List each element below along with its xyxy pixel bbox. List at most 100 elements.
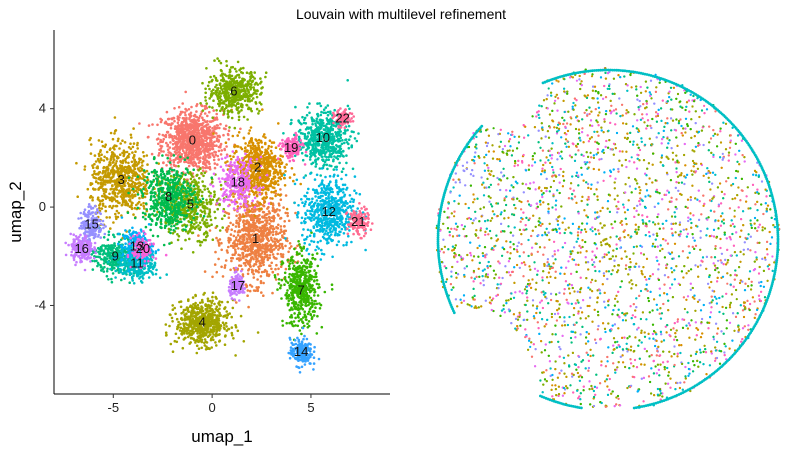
umap-point: [276, 213, 280, 216]
umap-point: [284, 267, 288, 271]
umap-point: [200, 346, 203, 350]
umap-point: [252, 272, 255, 276]
umap-point: [235, 301, 238, 304]
umap-point: [218, 238, 222, 241]
umap-point: [256, 83, 260, 86]
umap-point: [100, 140, 104, 143]
umap-point: [89, 152, 93, 155]
umap-point: [229, 74, 232, 78]
umap-point: [201, 301, 204, 304]
umap-point: [298, 329, 302, 332]
umap-point: [273, 237, 276, 240]
umap-point: [216, 154, 220, 158]
umap-point: [217, 59, 221, 63]
umap-point: [202, 139, 205, 142]
umap-point: [206, 234, 209, 237]
umap-point: [305, 318, 308, 322]
umap-point: [258, 226, 262, 229]
umap-point: [204, 87, 207, 91]
umap-point: [200, 104, 204, 108]
umap-point: [264, 141, 267, 145]
umap-point: [229, 221, 232, 225]
umap-point: [203, 338, 207, 341]
umap-point: [99, 178, 102, 182]
umap-point: [224, 334, 227, 337]
umap-point: [217, 140, 220, 143]
umap-point: [260, 259, 263, 262]
umap-point: [169, 174, 173, 178]
umap-point: [232, 195, 235, 198]
umap-point: [97, 152, 101, 156]
umap-point: [115, 160, 118, 163]
umap-point: [180, 111, 184, 114]
umap-point: [208, 152, 211, 155]
umap-point: [280, 263, 283, 266]
umap-point: [215, 236, 218, 240]
umap-point: [212, 338, 215, 342]
umap-point: [306, 326, 310, 329]
umap-point: [215, 344, 218, 347]
umap-point: [225, 325, 228, 328]
umap-point: [230, 100, 234, 103]
umap-point: [242, 215, 246, 218]
umap-point: [226, 112, 230, 116]
umap-point: [251, 210, 254, 214]
umap-point: [247, 248, 250, 251]
umap-point: [95, 180, 98, 183]
umap-point: [115, 144, 118, 148]
umap-point: [226, 251, 229, 254]
umap-point: [215, 109, 218, 112]
umap-point: [243, 99, 247, 102]
umap-point: [268, 164, 272, 168]
umap-point: [203, 143, 207, 147]
umap-point: [129, 133, 133, 137]
umap-point: [304, 299, 307, 302]
umap-point: [203, 232, 206, 235]
umap-point: [204, 91, 207, 95]
umap-point: [234, 104, 238, 108]
umap-point: [178, 137, 182, 140]
umap-point: [196, 335, 200, 339]
umap-point: [283, 225, 286, 228]
umap-point: [225, 230, 229, 233]
umap-point: [208, 315, 212, 318]
umap-point: [315, 252, 319, 255]
umap-point: [214, 216, 217, 220]
umap-point: [194, 301, 197, 305]
umap-point: [184, 151, 188, 154]
umap-point: [241, 71, 244, 75]
umap-point: [293, 247, 296, 251]
umap-point: [264, 235, 268, 238]
umap-point: [283, 220, 287, 223]
umap-point: [254, 138, 257, 141]
umap-point: [130, 206, 134, 210]
umap-point: [127, 179, 131, 182]
umap-point: [265, 195, 269, 199]
umap-point: [242, 229, 245, 232]
umap-point: [102, 183, 105, 186]
umap-point: [108, 192, 111, 196]
umap-point: [255, 260, 259, 263]
umap-point: [279, 171, 282, 174]
umap-point: [112, 158, 115, 162]
umap-point: [119, 142, 122, 145]
umap-point: [237, 89, 241, 93]
umap-point: [272, 141, 276, 144]
umap-point: [157, 154, 160, 157]
umap-point: [128, 166, 132, 169]
umap-point: [308, 265, 312, 269]
umap-point: [95, 172, 99, 176]
umap-point: [201, 309, 205, 313]
umap-point: [192, 330, 195, 334]
umap-point: [211, 326, 215, 329]
umap-point: [199, 240, 202, 244]
umap-point: [203, 341, 206, 345]
umap-point: [294, 316, 297, 320]
umap-point: [285, 297, 289, 300]
umap-point: [234, 75, 237, 78]
umap-point: [267, 239, 271, 243]
umap-point: [204, 104, 208, 108]
umap-point: [258, 221, 262, 224]
umap-point: [248, 193, 251, 196]
umap-point: [193, 181, 197, 184]
